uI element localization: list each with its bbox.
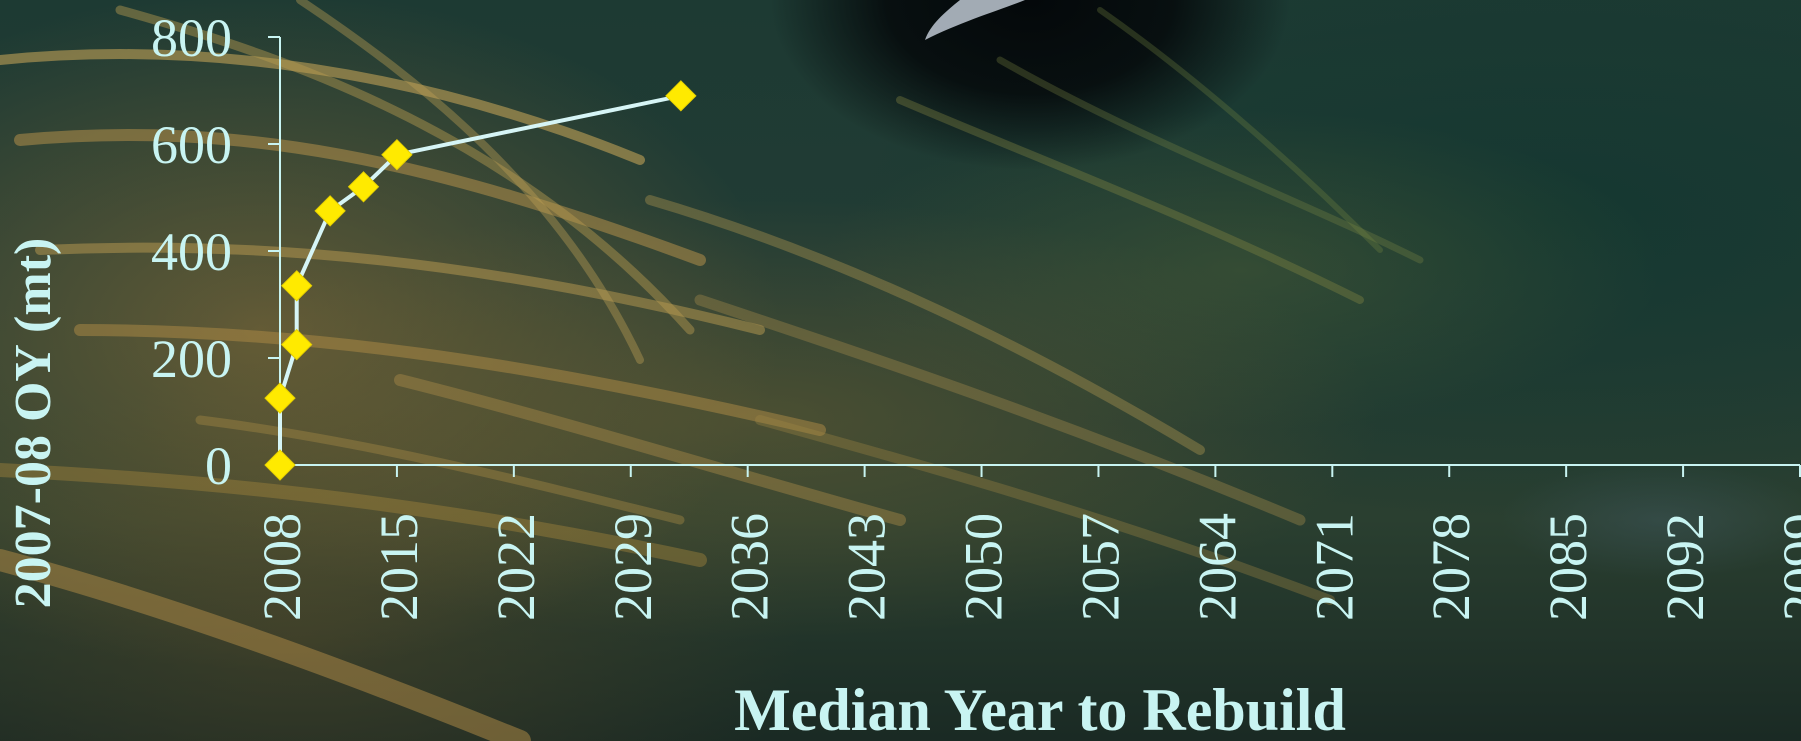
x-tick-label: 2071 [1304,513,1364,621]
data-point-marker [280,328,313,361]
x-tick-label: 2057 [1070,513,1130,621]
x-tick-label: 2043 [837,513,897,621]
y-tick-label: 800 [151,8,232,68]
y-tick-label: 0 [205,436,232,496]
series [264,80,697,481]
x-tick-label: 2015 [369,513,429,621]
x-tick-label: 2008 [252,513,312,621]
data-point-marker [381,138,413,171]
y-tick-label: 600 [151,115,232,175]
x-axis-title: Median Year to Rebuild [734,677,1346,741]
y-tick-label: 400 [151,222,232,282]
x-tick-label: 2064 [1187,513,1247,621]
x-tick-label: 2099 [1772,513,1801,621]
x-tick-label: 2085 [1538,513,1598,621]
data-point-marker [280,270,313,302]
y-tick-label: 200 [151,329,232,389]
x-tick-label: 2092 [1655,513,1715,621]
data-point-marker [347,171,380,203]
x-tick-label: 2022 [486,513,546,621]
x-axis: 2008 2015 2022 2029 2036 2043 2050 2057 2064 2071… [252,464,1801,621]
data-point-marker [264,382,296,414]
y-axis-title: 2007-08 OY (mt) [5,238,62,609]
x-tick-label: 2050 [954,513,1014,621]
data-point-marker [314,195,346,227]
y-axis: 0 200 400 600 800 [151,8,281,496]
series-line [278,93,682,465]
x-tick-label: 2036 [720,513,780,621]
data-point-marker [665,80,697,112]
x-tick-label: 2078 [1421,513,1481,621]
data-point-marker [264,449,296,481]
x-tick-label: 2029 [603,513,663,621]
